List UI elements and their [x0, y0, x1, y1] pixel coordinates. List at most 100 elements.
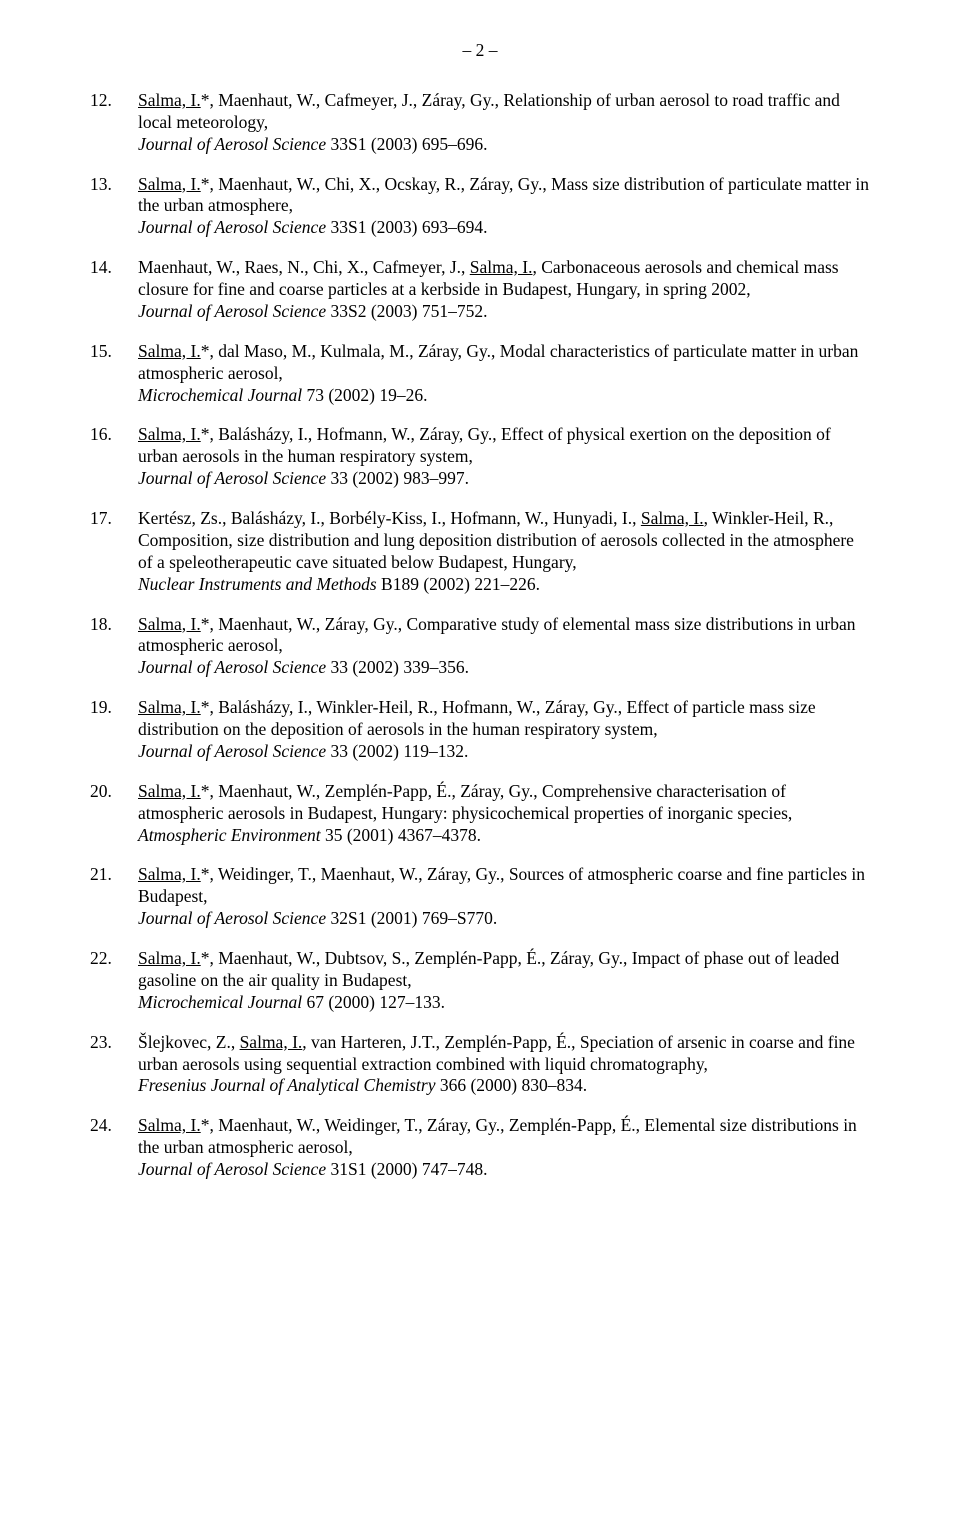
author-underlined: Salma, I.	[138, 948, 201, 968]
reference-entry: 20.Salma, I.*, Maenhaut, W., Zemplén-Pap…	[90, 781, 870, 847]
reference-text: *, Maenhaut, W., Zemplén-Papp, É., Záray…	[138, 781, 792, 823]
reference-body: Šlejkovec, Z., Salma, I., van Harteren, …	[138, 1032, 870, 1098]
reference-body: Salma, I.*, Maenhaut, W., Cafmeyer, J., …	[138, 90, 870, 156]
reference-authors-title: Salma, I.*, Balásházy, I., Hofmann, W., …	[138, 424, 870, 468]
journal-name: Fresenius Journal of Analytical Chemistr…	[138, 1075, 435, 1095]
reference-journal-line: Fresenius Journal of Analytical Chemistr…	[138, 1075, 870, 1097]
reference-entry: 22.Salma, I.*, Maenhaut, W., Dubtsov, S.…	[90, 948, 870, 1014]
reference-authors-title: Šlejkovec, Z., Salma, I., van Harteren, …	[138, 1032, 870, 1076]
reference-text: Šlejkovec, Z.,	[138, 1032, 240, 1052]
author-underlined: Salma, I.	[240, 1032, 303, 1052]
page-number: – 2 –	[90, 40, 870, 62]
author-underlined: Salma, I.	[138, 697, 201, 717]
reference-number: 21.	[90, 864, 138, 930]
journal-name: Nuclear Instruments and Methods	[138, 574, 377, 594]
journal-citation: B189 (2002) 221–226.	[377, 574, 540, 594]
journal-name: Atmospheric Environment	[138, 825, 321, 845]
reference-entry: 16.Salma, I.*, Balásházy, I., Hofmann, W…	[90, 424, 870, 490]
reference-number: 22.	[90, 948, 138, 1014]
journal-citation: 33 (2002) 119–132.	[326, 741, 468, 761]
reference-authors-title: Salma, I.*, Maenhaut, W., Dubtsov, S., Z…	[138, 948, 870, 992]
reference-number: 17.	[90, 508, 138, 596]
reference-authors-title: Salma, I.*, Maenhaut, W., Weidinger, T.,…	[138, 1115, 870, 1159]
reference-number: 12.	[90, 90, 138, 156]
journal-name: Microchemical Journal	[138, 385, 302, 405]
reference-text: *, Maenhaut, W., Dubtsov, S., Zemplén-Pa…	[138, 948, 839, 990]
author-underlined: Salma, I.	[138, 90, 201, 110]
reference-journal-line: Journal of Aerosol Science 33S1 (2003) 6…	[138, 217, 870, 239]
reference-number: 23.	[90, 1032, 138, 1098]
author-underlined: Salma, I.	[138, 781, 201, 801]
author-underlined: Salma, I.	[138, 1115, 201, 1135]
reference-journal-line: Microchemical Journal 73 (2002) 19–26.	[138, 385, 870, 407]
reference-number: 15.	[90, 341, 138, 407]
reference-authors-title: Salma, I.*, Maenhaut, W., Chi, X., Ocska…	[138, 174, 870, 218]
reference-entry: 18.Salma, I.*, Maenhaut, W., Záray, Gy.,…	[90, 614, 870, 680]
reference-authors-title: Salma, I.*, Maenhaut, W., Zemplén-Papp, …	[138, 781, 870, 825]
reference-authors-title: Maenhaut, W., Raes, N., Chi, X., Cafmeye…	[138, 257, 870, 301]
journal-name: Journal of Aerosol Science	[138, 908, 326, 928]
reference-text: Maenhaut, W., Raes, N., Chi, X., Cafmeye…	[138, 257, 470, 277]
reference-number: 19.	[90, 697, 138, 763]
journal-citation: 31S1 (2000) 747–748.	[326, 1159, 487, 1179]
reference-number: 24.	[90, 1115, 138, 1181]
reference-body: Salma, I.*, Maenhaut, W., Dubtsov, S., Z…	[138, 948, 870, 1014]
reference-authors-title: Salma, I.*, Maenhaut, W., Záray, Gy., Co…	[138, 614, 870, 658]
reference-entry: 24.Salma, I.*, Maenhaut, W., Weidinger, …	[90, 1115, 870, 1181]
journal-citation: 73 (2002) 19–26.	[302, 385, 427, 405]
reference-body: Salma, I.*, Weidinger, T., Maenhaut, W.,…	[138, 864, 870, 930]
journal-citation: 33 (2002) 339–356.	[326, 657, 469, 677]
journal-citation: 33S1 (2003) 693–694.	[326, 217, 487, 237]
reference-number: 20.	[90, 781, 138, 847]
journal-citation: 35 (2001) 4367–4378.	[321, 825, 481, 845]
reference-text: *, Weidinger, T., Maenhaut, W., Záray, G…	[138, 864, 865, 906]
journal-name: Journal of Aerosol Science	[138, 657, 326, 677]
reference-entry: 17.Kertész, Zs., Balásházy, I., Borbély-…	[90, 508, 870, 596]
reference-journal-line: Journal of Aerosol Science 31S1 (2000) 7…	[138, 1159, 870, 1181]
reference-authors-title: Salma, I.*, Weidinger, T., Maenhaut, W.,…	[138, 864, 870, 908]
reference-journal-line: Journal of Aerosol Science 33S2 (2003) 7…	[138, 301, 870, 323]
journal-citation: 67 (2000) 127–133.	[302, 992, 445, 1012]
reference-entry: 19.Salma, I.*, Balásházy, I., Winkler-He…	[90, 697, 870, 763]
reference-journal-line: Journal of Aerosol Science 33 (2002) 339…	[138, 657, 870, 679]
author-underlined: Salma, I.	[641, 508, 704, 528]
author-underlined: Salma, I.	[470, 257, 533, 277]
reference-body: Salma, I.*, Maenhaut, W., Záray, Gy., Co…	[138, 614, 870, 680]
reference-text: *, Maenhaut, W., Weidinger, T., Záray, G…	[138, 1115, 857, 1157]
reference-authors-title: Salma, I.*, Maenhaut, W., Cafmeyer, J., …	[138, 90, 870, 134]
author-underlined: Salma, I.	[138, 424, 201, 444]
reference-entry: 21.Salma, I.*, Weidinger, T., Maenhaut, …	[90, 864, 870, 930]
reference-body: Salma, I.*, Balásházy, I., Hofmann, W., …	[138, 424, 870, 490]
reference-text: *, dal Maso, M., Kulmala, M., Záray, Gy.…	[138, 341, 858, 383]
reference-journal-line: Microchemical Journal 67 (2000) 127–133.	[138, 992, 870, 1014]
reference-entry: 15.Salma, I.*, dal Maso, M., Kulmala, M.…	[90, 341, 870, 407]
reference-journal-line: Journal of Aerosol Science 33 (2002) 983…	[138, 468, 870, 490]
reference-journal-line: Journal of Aerosol Science 33S1 (2003) 6…	[138, 134, 870, 156]
reference-text: Kertész, Zs., Balásházy, I., Borbély-Kis…	[138, 508, 641, 528]
author-underlined: Salma, I.	[138, 614, 201, 634]
reference-body: Salma, I.*, Maenhaut, W., Zemplén-Papp, …	[138, 781, 870, 847]
journal-name: Journal of Aerosol Science	[138, 741, 326, 761]
reference-number: 16.	[90, 424, 138, 490]
reference-text: *, Balásházy, I., Winkler-Heil, R., Hofm…	[138, 697, 816, 739]
reference-number: 18.	[90, 614, 138, 680]
journal-name: Journal of Aerosol Science	[138, 217, 326, 237]
reference-list: 12.Salma, I.*, Maenhaut, W., Cafmeyer, J…	[90, 90, 870, 1181]
reference-authors-title: Kertész, Zs., Balásházy, I., Borbély-Kis…	[138, 508, 870, 574]
reference-journal-line: Journal of Aerosol Science 33 (2002) 119…	[138, 741, 870, 763]
reference-number: 14.	[90, 257, 138, 323]
reference-journal-line: Journal of Aerosol Science 32S1 (2001) 7…	[138, 908, 870, 930]
reference-entry: 12.Salma, I.*, Maenhaut, W., Cafmeyer, J…	[90, 90, 870, 156]
journal-citation: 366 (2000) 830–834.	[435, 1075, 587, 1095]
journal-citation: 33S2 (2003) 751–752.	[326, 301, 487, 321]
reference-entry: 23.Šlejkovec, Z., Salma, I., van Hartere…	[90, 1032, 870, 1098]
author-underlined: Salma, I.	[138, 341, 201, 361]
reference-body: Kertész, Zs., Balásházy, I., Borbély-Kis…	[138, 508, 870, 596]
reference-text: *, Maenhaut, W., Chi, X., Ocskay, R., Zá…	[138, 174, 869, 216]
author-underlined: Salma, I.	[138, 864, 201, 884]
author-underlined: Salma, I.	[138, 174, 201, 194]
journal-name: Journal of Aerosol Science	[138, 134, 326, 154]
journal-citation: 32S1 (2001) 769–S770.	[326, 908, 497, 928]
reference-authors-title: Salma, I.*, dal Maso, M., Kulmala, M., Z…	[138, 341, 870, 385]
reference-body: Salma, I.*, Maenhaut, W., Chi, X., Ocska…	[138, 174, 870, 240]
